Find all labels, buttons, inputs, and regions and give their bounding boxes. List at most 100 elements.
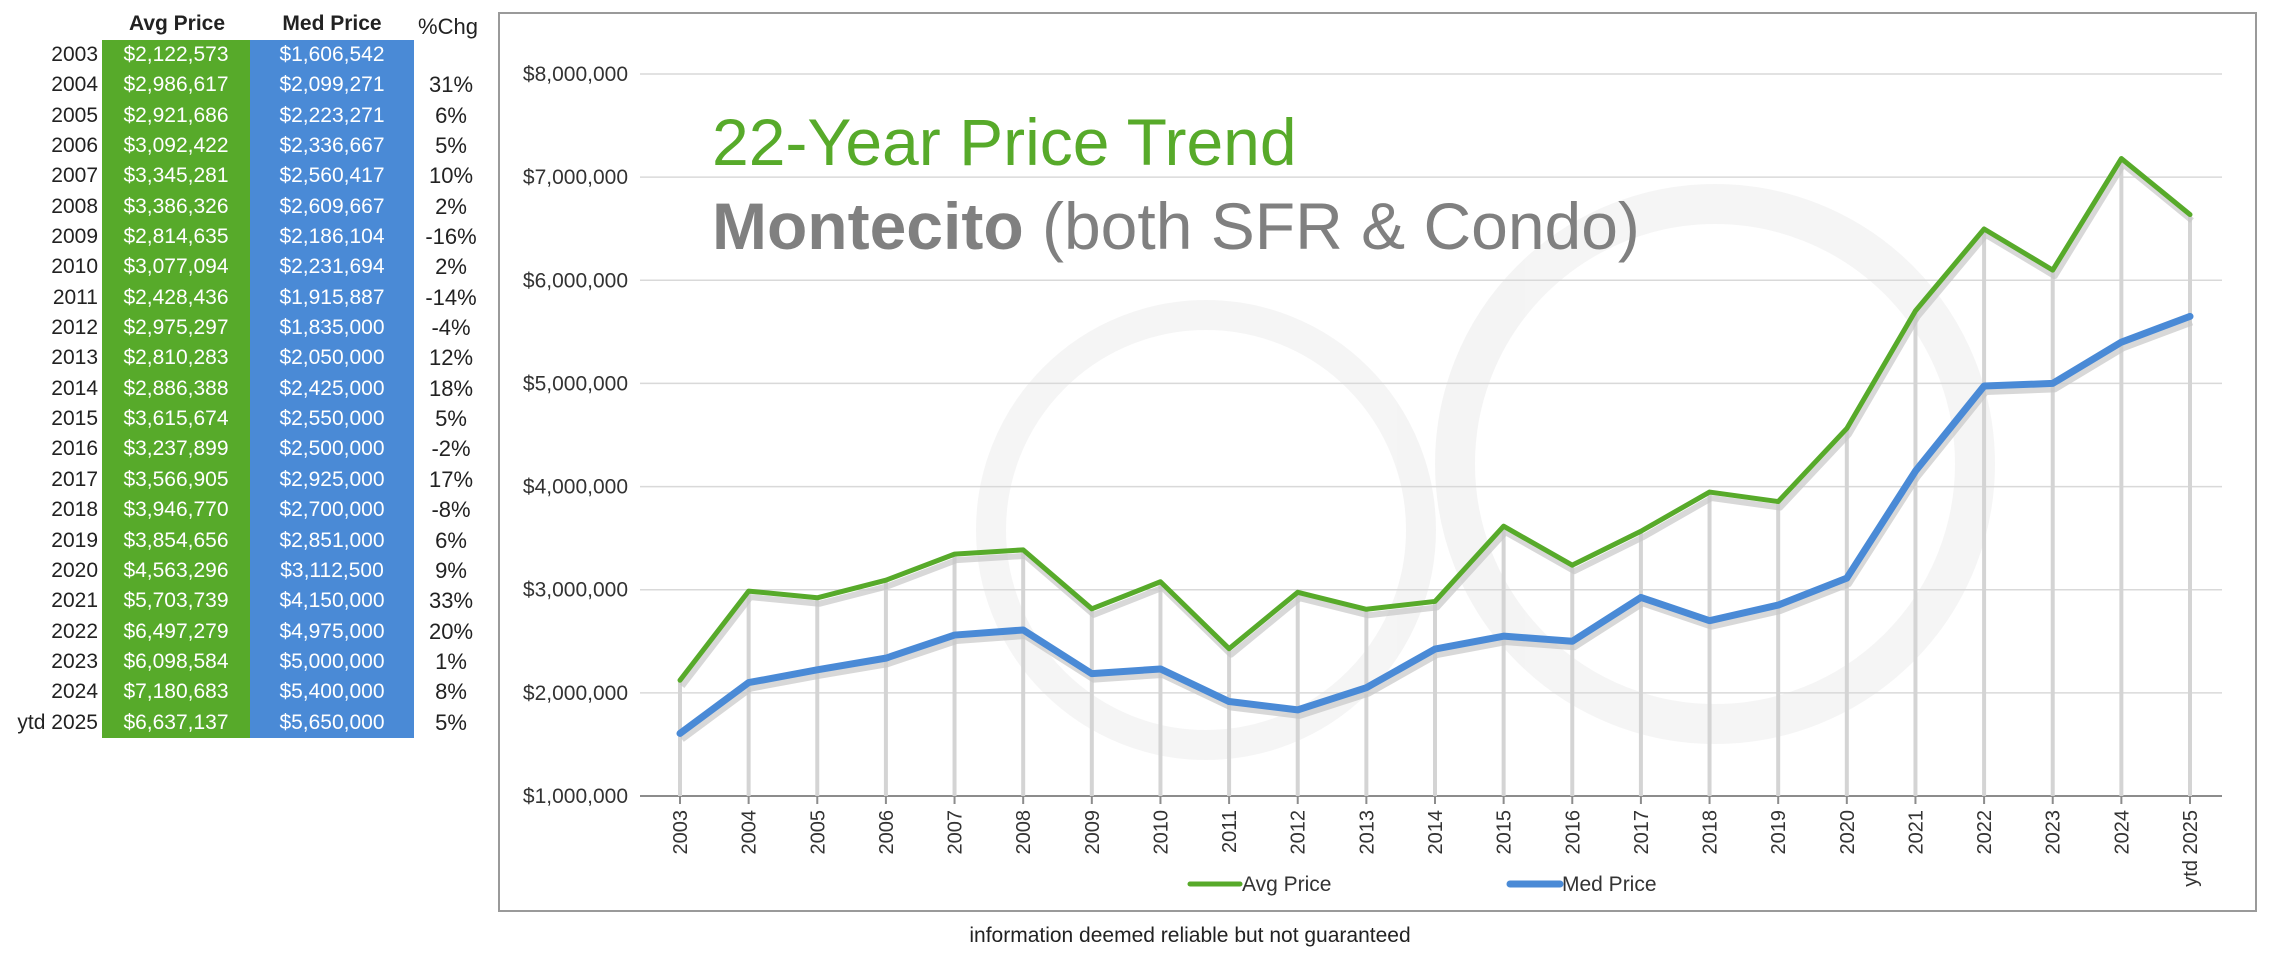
table-row: 2003 $2,122,573 $1,606,542 xyxy=(0,40,490,71)
y-tick-label: $6,000,000 xyxy=(523,269,628,292)
chart-subtitle: Montecito (both SFR & Condo) xyxy=(712,188,1640,264)
y-tick-label: $8,000,000 xyxy=(523,63,628,86)
data-point xyxy=(1983,385,1985,387)
row-pct-change xyxy=(414,40,488,70)
row-avg-price: $7,180,683 xyxy=(102,677,250,708)
x-tick-label: ytd 2025 xyxy=(2180,810,2202,887)
row-avg-price: $2,886,388 xyxy=(102,373,250,405)
legend-label: Avg Price xyxy=(1242,873,1332,896)
row-avg-price: $3,077,094 xyxy=(102,252,250,283)
row-pct-change: -16% xyxy=(425,224,477,250)
data-point xyxy=(1228,701,1230,703)
legend-label: Med Price xyxy=(1562,873,1657,896)
table-row: 2024 $7,180,683 $5,400,000 8% xyxy=(0,677,490,708)
x-tick-label: 2023 xyxy=(2043,810,2065,855)
series-shadow xyxy=(679,161,2194,689)
data-point xyxy=(1503,525,1505,527)
data-point xyxy=(816,669,818,671)
row-med-price: $1,835,000 xyxy=(250,313,414,344)
row-pct-change: -4% xyxy=(431,315,471,341)
row-pct-change: 18% xyxy=(428,375,474,401)
row-pct-change: 20% xyxy=(428,618,474,644)
row-med-price: $2,231,694 xyxy=(250,252,414,283)
table-body: 2003 $2,122,573 $1,606,542 2004 $2,986,617 $2… xyxy=(0,40,490,738)
row-med-price: $5,650,000 xyxy=(250,707,414,738)
row-med-price: $4,150,000 xyxy=(250,586,414,617)
row-pct-change: 5% xyxy=(435,406,467,432)
chart-title: 22-Year Price Trend xyxy=(712,105,1297,179)
subtitle-location: Montecito xyxy=(712,189,1024,263)
row-year: 2024 xyxy=(51,680,98,704)
x-tick-label: 2015 xyxy=(1494,810,1516,855)
subtitle-detail: (both SFR & Condo) xyxy=(1023,189,1640,263)
table-row: 2015 $3,615,674 $2,550,000 5% xyxy=(0,404,490,435)
row-med-price: $2,099,271 xyxy=(250,70,414,101)
footnote: information deemed reliable but not guar… xyxy=(969,924,1411,947)
x-tick-label: 2004 xyxy=(739,810,761,855)
x-tick-label: 2019 xyxy=(1768,810,1790,855)
x-axis-ticks: 2003 2004 2005 2006 2007 2008 2009 2010 2011 2012… xyxy=(670,796,2202,887)
table-row: 2016 $3,237,899 $2,500,000 -2% xyxy=(0,434,490,465)
data-point xyxy=(2052,382,2054,384)
row-pct-change: 33% xyxy=(428,588,474,614)
data-point xyxy=(816,597,818,599)
row-avg-price: $3,092,422 xyxy=(102,131,250,162)
row-pct-change: 31% xyxy=(428,72,474,98)
data-point xyxy=(1709,491,1711,493)
row-pct-change: 8% xyxy=(435,679,467,705)
data-point xyxy=(679,732,681,734)
header-pct-change: %Chg xyxy=(418,14,478,39)
x-tick-label: 2021 xyxy=(1905,810,1927,855)
row-avg-price: $3,237,899 xyxy=(102,434,250,465)
x-tick-label: 2005 xyxy=(807,810,829,855)
series-lines xyxy=(676,156,2194,742)
data-point xyxy=(1297,591,1299,593)
data-point xyxy=(2189,315,2191,317)
row-med-price: $4,975,000 xyxy=(250,616,414,647)
table-row: 2014 $2,886,388 $2,425,000 18% xyxy=(0,373,490,405)
data-point xyxy=(1228,648,1230,650)
data-point xyxy=(1777,604,1779,606)
x-tick-label: 2009 xyxy=(1082,810,1104,855)
data-point xyxy=(1846,577,1848,579)
data-point xyxy=(679,679,681,681)
table-header: Avg Price Med Price %Chg xyxy=(0,8,490,40)
table-row: 2020 $4,563,296 $3,112,500 9% xyxy=(0,555,490,587)
row-avg-price: $6,637,137 xyxy=(102,707,250,738)
x-tick-label: 2010 xyxy=(1150,810,1172,855)
row-avg-price: $2,986,617 xyxy=(102,70,250,101)
table-row: ytd 2025 $6,637,137 $5,650,000 5% xyxy=(0,707,490,738)
data-point xyxy=(1159,581,1161,583)
data-point xyxy=(1983,228,1985,230)
x-tick-label: 2020 xyxy=(1837,810,1859,855)
row-avg-price: $3,345,281 xyxy=(102,161,250,192)
data-point xyxy=(748,590,750,592)
row-pct-change: 17% xyxy=(428,466,474,492)
row-med-price: $2,609,667 xyxy=(250,191,414,223)
row-avg-price: $5,703,739 xyxy=(102,586,250,617)
table-row: 2013 $2,810,283 $2,050,000 12% xyxy=(0,343,490,374)
row-med-price: $1,915,887 xyxy=(250,282,414,314)
data-point xyxy=(1914,310,1916,312)
row-avg-price: $3,946,770 xyxy=(102,495,250,526)
row-pct-change: 6% xyxy=(435,102,467,128)
data-point xyxy=(954,553,956,555)
row-year: 2023 xyxy=(51,649,98,673)
row-year: 2014 xyxy=(51,376,98,400)
data-point xyxy=(954,634,956,636)
row-med-price: $2,925,000 xyxy=(250,464,414,496)
header-med-price: Med Price xyxy=(282,12,382,35)
row-med-price: $5,400,000 xyxy=(250,677,414,708)
row-avg-price: $2,921,686 xyxy=(102,100,250,132)
data-point xyxy=(1434,648,1436,650)
data-point xyxy=(1022,629,1024,631)
data-point xyxy=(1365,608,1367,610)
row-pct-change: -2% xyxy=(431,436,471,462)
x-tick-label: 2022 xyxy=(1974,810,1996,855)
row-avg-price: $6,497,279 xyxy=(102,616,250,647)
x-tick-label: 2003 xyxy=(670,810,692,855)
row-year: 2017 xyxy=(51,467,98,491)
table-row: 2010 $3,077,094 $2,231,694 2% xyxy=(0,252,490,283)
y-tick-label: $3,000,000 xyxy=(523,579,628,602)
row-avg-price: $3,615,674 xyxy=(102,404,250,435)
